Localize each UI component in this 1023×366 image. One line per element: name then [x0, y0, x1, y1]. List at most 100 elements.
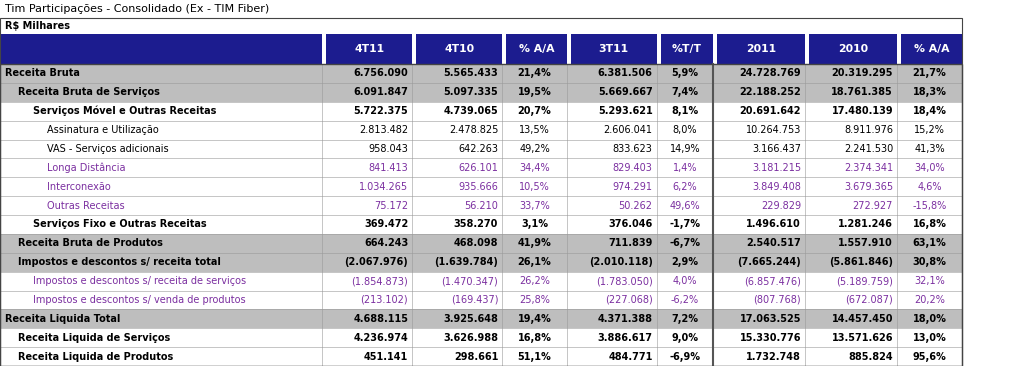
- Text: 8,0%: 8,0%: [673, 125, 697, 135]
- Text: 2.813.482: 2.813.482: [359, 125, 408, 135]
- Text: 56.210: 56.210: [464, 201, 498, 210]
- Bar: [416, 34, 502, 64]
- Text: 4.739.065: 4.739.065: [443, 106, 498, 116]
- Text: 19,4%: 19,4%: [518, 314, 551, 324]
- Text: Receita Liquida Total: Receita Liquida Total: [5, 314, 121, 324]
- Text: (213.102): (213.102): [360, 295, 408, 305]
- Text: 15.330.776: 15.330.776: [740, 333, 801, 343]
- Text: Tim Participações - Consolidado (Ex - TIM Fiber): Tim Participações - Consolidado (Ex - TI…: [5, 4, 269, 14]
- Text: 49,6%: 49,6%: [670, 201, 700, 210]
- Bar: [0, 139, 962, 158]
- Text: Outras Receitas: Outras Receitas: [47, 201, 125, 210]
- Text: 358.270: 358.270: [454, 220, 498, 229]
- Text: 1.732.748: 1.732.748: [746, 352, 801, 362]
- Bar: [571, 34, 657, 64]
- Text: 642.263: 642.263: [458, 144, 498, 154]
- Text: Longa Distância: Longa Distância: [47, 163, 126, 173]
- Text: 25,8%: 25,8%: [519, 295, 550, 305]
- Text: 17.480.139: 17.480.139: [832, 106, 893, 116]
- Text: 75.172: 75.172: [374, 201, 408, 210]
- Text: (227.068): (227.068): [605, 295, 653, 305]
- Text: 4,0%: 4,0%: [673, 276, 697, 286]
- Text: 10.264.753: 10.264.753: [746, 125, 801, 135]
- Text: 5.669.667: 5.669.667: [597, 87, 653, 97]
- Text: 1.034.265: 1.034.265: [359, 182, 408, 192]
- Text: Serviços Móvel e Outras Receitas: Serviços Móvel e Outras Receitas: [33, 106, 216, 116]
- Text: 13,0%: 13,0%: [913, 333, 946, 343]
- Text: 4,6%: 4,6%: [918, 182, 941, 192]
- Text: 3.679.365: 3.679.365: [844, 182, 893, 192]
- Text: 8.911.976: 8.911.976: [844, 125, 893, 135]
- Text: 49,2%: 49,2%: [519, 144, 550, 154]
- Text: 833.623: 833.623: [613, 144, 653, 154]
- Text: 18,4%: 18,4%: [913, 106, 946, 116]
- Text: Receita Bruta: Receita Bruta: [5, 68, 80, 78]
- Text: 4T10: 4T10: [444, 44, 475, 54]
- Text: 4.688.115: 4.688.115: [353, 314, 408, 324]
- Text: 13.571.626: 13.571.626: [832, 333, 893, 343]
- Text: 3.849.408: 3.849.408: [752, 182, 801, 192]
- Text: (5.189.759): (5.189.759): [836, 276, 893, 286]
- Text: 26,2%: 26,2%: [519, 276, 550, 286]
- Text: 21,7%: 21,7%: [913, 68, 946, 78]
- Text: 2,9%: 2,9%: [671, 257, 699, 267]
- Bar: [0, 291, 962, 309]
- Text: 5.565.433: 5.565.433: [443, 68, 498, 78]
- Text: 63,1%: 63,1%: [913, 238, 946, 248]
- Bar: [809, 34, 897, 64]
- Text: 3.925.648: 3.925.648: [443, 314, 498, 324]
- Text: Impostos e descontos s/ receita de serviços: Impostos e descontos s/ receita de servi…: [33, 276, 246, 286]
- Text: 664.243: 664.243: [364, 238, 408, 248]
- Bar: [0, 253, 962, 272]
- Text: 5.293.621: 5.293.621: [597, 106, 653, 116]
- Text: 9,0%: 9,0%: [671, 333, 699, 343]
- Text: (169.437): (169.437): [451, 295, 498, 305]
- Text: 51,1%: 51,1%: [518, 352, 551, 362]
- Text: 26,1%: 26,1%: [518, 257, 551, 267]
- Text: Receita Bruta de Serviços: Receita Bruta de Serviços: [18, 87, 161, 97]
- Text: 6.381.506: 6.381.506: [597, 68, 653, 78]
- Text: 4.236.974: 4.236.974: [353, 333, 408, 343]
- Bar: [0, 196, 962, 215]
- Bar: [0, 64, 962, 83]
- Bar: [506, 34, 567, 64]
- Text: 3.626.988: 3.626.988: [443, 333, 498, 343]
- Text: 50.262: 50.262: [619, 201, 653, 210]
- Text: (1.783.050): (1.783.050): [596, 276, 653, 286]
- Text: 3T11: 3T11: [598, 44, 629, 54]
- Text: 18.761.385: 18.761.385: [832, 87, 893, 97]
- Text: 7,4%: 7,4%: [671, 87, 699, 97]
- Text: 34,4%: 34,4%: [520, 163, 549, 173]
- Text: %T/T: %T/T: [672, 44, 702, 54]
- Text: -6,9%: -6,9%: [669, 352, 701, 362]
- Bar: [0, 121, 962, 139]
- Text: 16,8%: 16,8%: [913, 220, 946, 229]
- Bar: [0, 34, 322, 64]
- Text: (807.768): (807.768): [753, 295, 801, 305]
- Bar: [0, 18, 962, 34]
- Text: -1,7%: -1,7%: [669, 220, 701, 229]
- Text: 2.540.517: 2.540.517: [746, 238, 801, 248]
- Text: 451.141: 451.141: [364, 352, 408, 362]
- Bar: [0, 328, 962, 347]
- Bar: [0, 158, 962, 177]
- Text: 95,6%: 95,6%: [913, 352, 946, 362]
- Bar: [661, 34, 713, 64]
- Text: 14,9%: 14,9%: [670, 144, 700, 154]
- Text: 3,1%: 3,1%: [521, 220, 548, 229]
- Text: 13,5%: 13,5%: [519, 125, 550, 135]
- Text: % A/A: % A/A: [914, 44, 949, 54]
- Text: 829.403: 829.403: [613, 163, 653, 173]
- Text: 15,2%: 15,2%: [914, 125, 945, 135]
- Text: 2010: 2010: [838, 44, 869, 54]
- Text: 6.756.090: 6.756.090: [353, 68, 408, 78]
- Text: 5.097.335: 5.097.335: [443, 87, 498, 97]
- Text: VAS - Serviços adicionais: VAS - Serviços adicionais: [47, 144, 169, 154]
- Text: (672.087): (672.087): [845, 295, 893, 305]
- Text: 2.241.530: 2.241.530: [844, 144, 893, 154]
- Text: 4.371.388: 4.371.388: [597, 314, 653, 324]
- Bar: [0, 215, 962, 234]
- Text: (1.470.347): (1.470.347): [442, 276, 498, 286]
- Bar: [0, 64, 962, 366]
- Text: 19,5%: 19,5%: [518, 87, 551, 97]
